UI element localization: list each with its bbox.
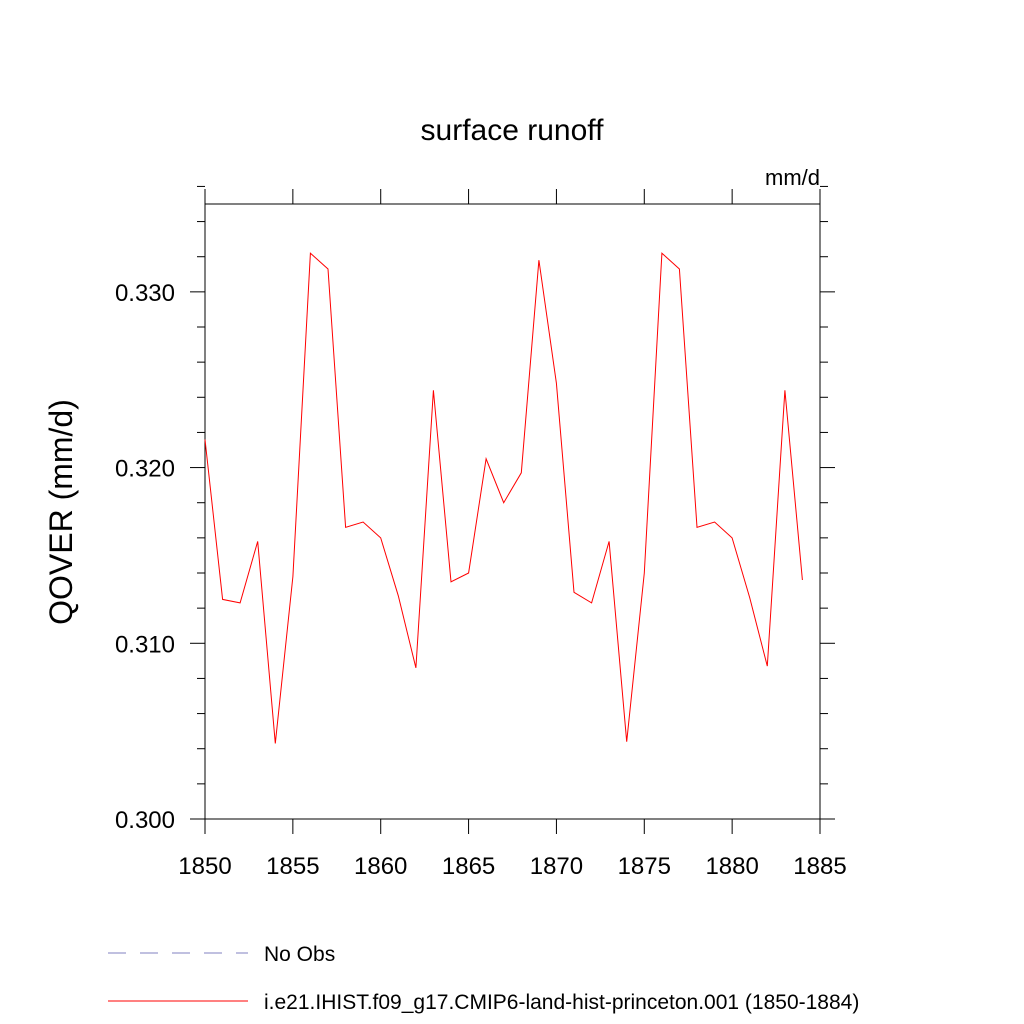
y-tick-label: 0.320 — [115, 456, 175, 483]
x-tick-label: 1885 — [793, 853, 846, 880]
legend-label: No Obs — [264, 943, 335, 966]
units-label: mm/d — [765, 165, 820, 190]
x-tick-label: 1870 — [530, 853, 583, 880]
x-tick-label: 1880 — [705, 853, 758, 880]
y-axis-label: QOVER (mm/d) — [43, 399, 79, 625]
y-tick-label: 0.330 — [115, 280, 175, 307]
x-tick-label: 1865 — [442, 853, 495, 880]
legend: No Obs i.e21.IHIST.f09_g17.CMIP6-land-his… — [108, 943, 859, 1014]
axes: 1850 1855 1860 1865 1870 1875 1880 1885 0.300 0.3… — [115, 185, 847, 880]
chart-title: surface runoff — [421, 114, 605, 147]
series-line — [204, 252, 803, 744]
plot-series — [204, 252, 803, 744]
legend-label: i.e21.IHIST.f09_g17.CMIP6-land-hist-prin… — [264, 991, 859, 1014]
x-tick-label: 1860 — [354, 853, 407, 880]
x-tick-label: 1855 — [266, 853, 319, 880]
y-tick-label: 0.300 — [115, 807, 175, 834]
plot-frame — [204, 203, 821, 820]
y-tick-label: 0.310 — [115, 631, 175, 658]
x-tick-label: 1850 — [178, 853, 231, 880]
x-tick-label: 1875 — [618, 853, 671, 880]
